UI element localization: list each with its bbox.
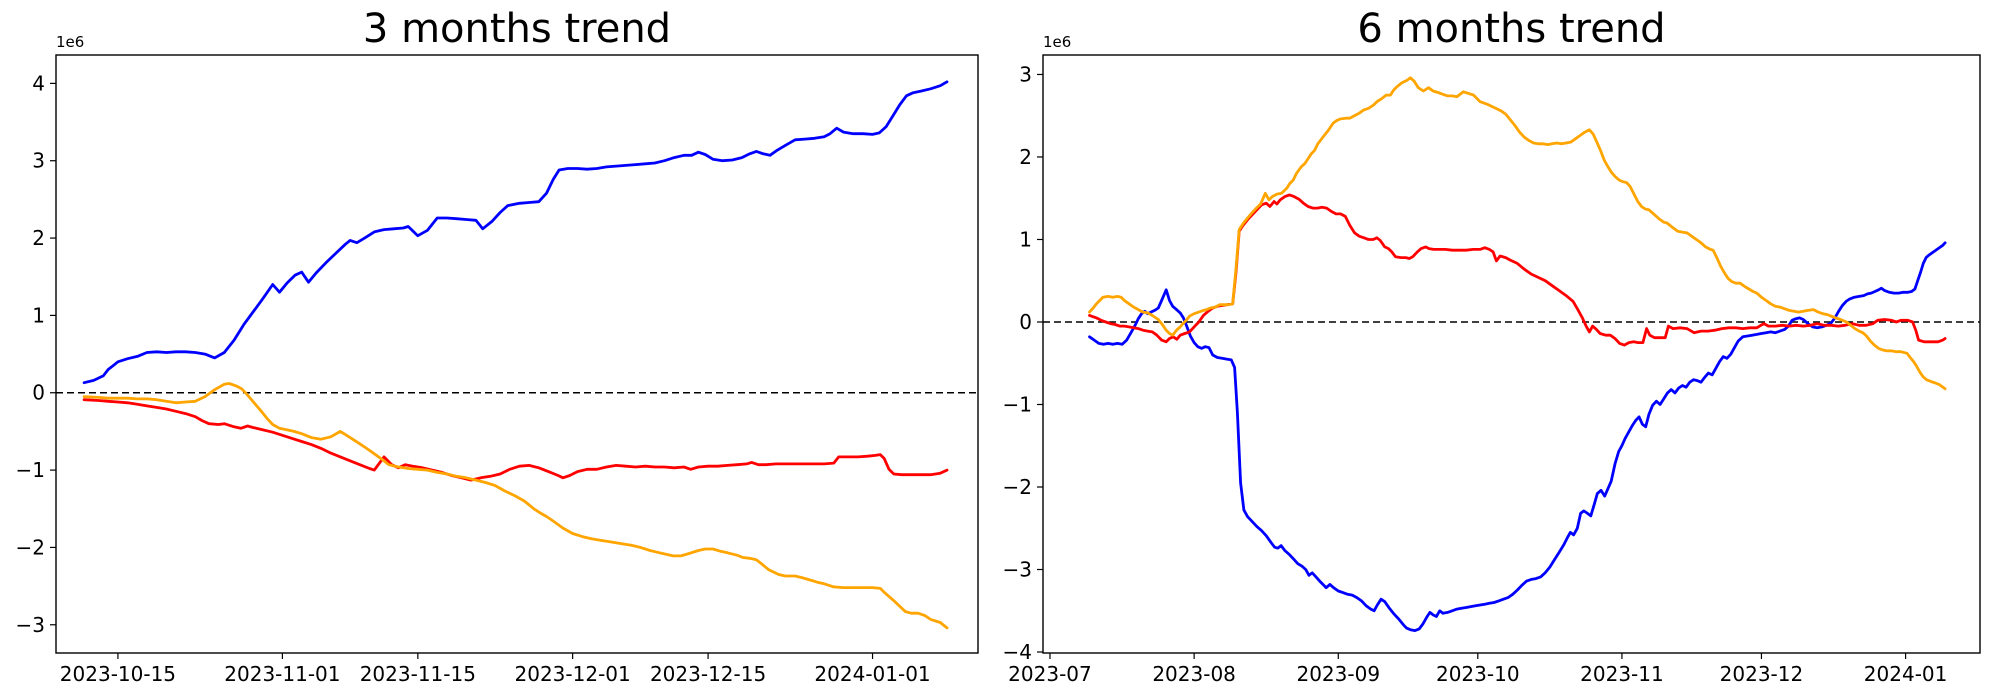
y-tick-label: −1 <box>16 458 45 482</box>
chart-title: 6 months trend <box>1357 6 1665 52</box>
x-tick-label: 2023-12-15 <box>650 662 766 686</box>
y-tick-label: 2 <box>1019 145 1032 169</box>
x-tick-label: 2023-12-01 <box>515 662 631 686</box>
x-tick-label: 2023-10-15 <box>60 662 176 686</box>
y-axis-offset-label: 1e6 <box>56 33 84 51</box>
x-tick-label: 2023-11-01 <box>224 662 340 686</box>
x-tick-label: 2023-11 <box>1580 662 1664 686</box>
x-tick-label: 2023-08 <box>1152 662 1236 686</box>
y-tick-label: −3 <box>1003 558 1032 582</box>
x-tick-label: 2023-09 <box>1296 662 1380 686</box>
y-tick-label: −4 <box>1003 640 1032 664</box>
y-tick-label: 2 <box>32 226 45 250</box>
y-tick-label: 0 <box>32 381 45 405</box>
x-tick-label: 2023-10 <box>1436 662 1520 686</box>
x-tick-label: 2023-07 <box>1008 662 1092 686</box>
x-tick-label: 2024-01-01 <box>814 662 930 686</box>
y-tick-label: −1 <box>1003 392 1032 416</box>
orange-series-line <box>1088 76 1947 391</box>
x-tick-label: 2023-12 <box>1720 662 1804 686</box>
y-tick-label: −2 <box>16 535 45 559</box>
red-series-line <box>82 398 949 482</box>
x-tick-label: 2024-01 <box>1864 662 1948 686</box>
y-tick-label: −3 <box>16 613 45 637</box>
blue-series-line <box>82 80 949 385</box>
y-tick-label: 3 <box>32 149 45 173</box>
y-tick-label: 1 <box>32 303 45 327</box>
x-tick-label: 2023-11-15 <box>360 662 476 686</box>
orange-series-line <box>82 382 949 630</box>
y-tick-label: 4 <box>32 71 45 95</box>
y-tick-label: −2 <box>1003 475 1032 499</box>
blue-series-line <box>1088 241 1947 632</box>
plot-border <box>55 54 979 654</box>
y-tick-label: 1 <box>1019 227 1032 251</box>
y-axis-offset-label: 1e6 <box>1043 33 1071 51</box>
plot-border <box>1042 54 1981 654</box>
y-tick-label: 3 <box>1019 62 1032 86</box>
y-tick-label: 0 <box>1019 310 1032 334</box>
chart-title: 3 months trend <box>363 6 671 52</box>
